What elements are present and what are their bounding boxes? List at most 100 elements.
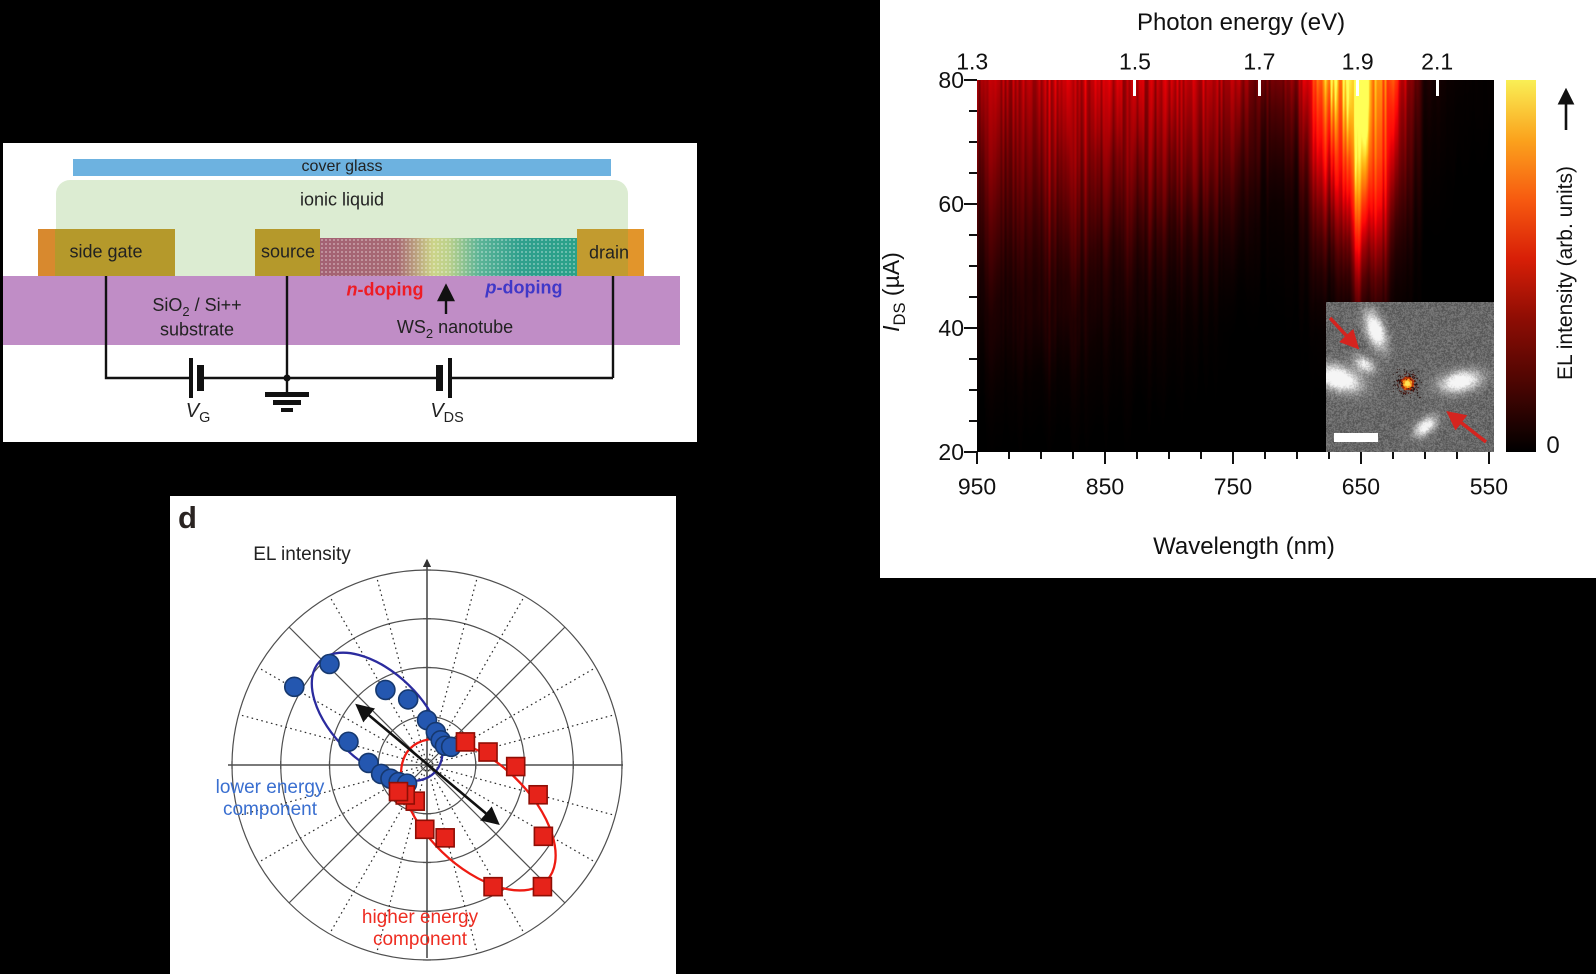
substrate-layer [3,276,680,345]
data-point-lower-energy [375,679,396,701]
data-point-higher-energy [533,826,554,847]
vds-battery-plate-short [436,365,443,391]
side-gate-label: side gate [69,241,143,262]
wavelength-tick-label: 750 [1213,473,1253,500]
legend-lower-energy: lower energy component [215,777,325,820]
ground-bar-2 [273,400,301,405]
ionic-liquid-label: ionic liquid [299,189,385,210]
bottom-axis-tick [1199,452,1202,459]
left-axis-tick [969,389,977,391]
bottom-axis-tick [1391,452,1394,459]
panel-polarization-polar: d EL intensity lower energy component hig… [170,496,676,974]
photon-energy-tick-label: 1.7 [1243,48,1276,75]
left-axis-tick [969,296,977,298]
data-point-higher-energy [483,876,503,897]
photon-energy-tick-label: 1.3 [956,48,989,75]
left-axis-tick [964,203,977,205]
left-axis-tick [964,79,977,81]
photon-energy-tick-label: 2.1 [1421,48,1454,75]
left-axis-tick [969,172,977,174]
left-axis-tick [969,265,977,267]
data-point-higher-energy [532,876,553,897]
data-point-lower-energy [397,689,419,710]
wavelength-tick-label: 650 [1341,473,1381,500]
nanotube-label: WS2 nanotube [396,317,514,341]
bottom-axis-tick [1295,452,1298,459]
data-point-higher-energy [435,828,455,848]
data-point-lower-energy [319,653,340,675]
bottom-axis-tick [1231,452,1234,464]
left-axis-tick [964,451,977,453]
wavelength-tick-label: 850 [1085,473,1125,500]
gate-voltage-label: VG [185,400,211,426]
bottom-axis-tick [1103,452,1106,464]
source-label: source [260,241,316,262]
top-axis-tick [1356,80,1360,96]
colorbar [1506,80,1536,452]
cover-glass-layer [73,159,611,176]
wire-junction-dot [283,374,291,382]
bottom-axis-tick [1455,452,1458,459]
ground-bar-1 [265,392,309,397]
polar-plot-title: EL intensity [253,544,351,565]
left-axis-tick [964,327,977,329]
photon-energy-tick-label: 1.9 [1341,48,1374,75]
bottom-axis-tick [1423,452,1426,459]
data-point-higher-energy [388,781,409,802]
current-tick-label: 40 [938,315,964,341]
current-tick-label: 80 [938,67,964,93]
panel-el-heatmap: Photon energy (eV) 0 EL intensity (arb. … [878,0,1596,578]
bottom-axis-tick [1135,452,1138,459]
inset-arrow-bottom-right [1446,411,1488,444]
data-point-higher-energy [414,819,435,840]
left-axis-tick [969,420,977,422]
vg-battery-plate-short [197,365,204,391]
left-axis-tick [969,110,977,112]
data-point-higher-energy [505,756,526,777]
data-point-lower-energy [338,731,359,753]
wires [104,276,615,392]
n-doping-label: n-doping [346,279,424,300]
wavelength-tick-label: 950 [957,473,997,500]
polar-plot [228,558,623,961]
inset-annotations [1328,316,1488,444]
data-point-lower-energy [283,676,305,698]
left-axis-tick [969,234,977,236]
bottom-axis-tick [1167,452,1170,459]
data-point-higher-energy [455,732,476,752]
wavelength-axis-title: Wavelength (nm) [1153,533,1335,560]
ground-bar-3 [281,408,293,412]
bottom-axis-tick [976,452,978,464]
data-point-higher-energy [478,742,498,762]
bottom-axis-tick [1359,452,1362,464]
vds-battery-plate-long [448,358,452,398]
p-doping-label: p-doping [485,277,563,298]
top-axis-tick [1435,80,1439,96]
wavelength-tick-label: 550 [1469,473,1509,500]
photon-energy-tick-label: 1.5 [1118,48,1151,75]
current-tick-label: 20 [938,439,964,465]
drain-voltage-label: VDS [430,400,464,426]
cover-glass-label: cover glass [301,158,383,175]
bottom-axis-tick [1007,452,1010,459]
bottom-axis-tick [1263,452,1266,459]
drain-electrode [577,229,644,276]
colorbar-axis-label: EL intensity (arb. units) [1554,166,1577,380]
top-axis-tick [1133,80,1137,96]
panel-device-schematic: cover glass ionic liquid side gate sourc… [3,143,697,442]
ws2-nanotube-graphic [320,238,577,276]
photon-energy-axis-title: Photon energy (eV) [1136,9,1346,36]
substrate-label-line2: substrate [159,319,235,340]
left-axis-tick [969,358,977,360]
bottom-axis-tick [1071,452,1074,459]
colorbar-direction-arrow [1557,87,1575,130]
left-axis-tick [969,141,977,143]
top-axis-tick [1257,80,1261,96]
panel-label-d: d [178,500,197,535]
source-electrode [255,229,320,276]
side-gate-electrode [38,229,175,276]
bottom-axis-tick [1487,452,1490,464]
data-point-higher-energy [528,784,548,805]
bottom-axis-tick [1327,452,1330,459]
